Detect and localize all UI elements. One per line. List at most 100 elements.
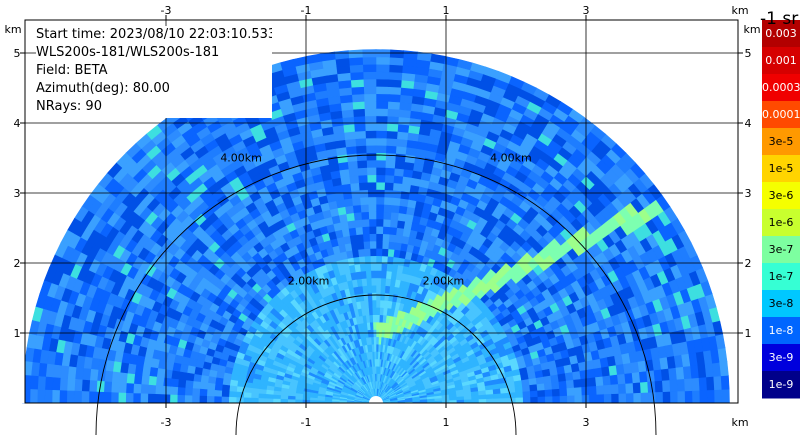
heat-cell — [364, 262, 372, 272]
nrays-text: NRays: 90 — [36, 99, 102, 114]
heat-cell — [348, 175, 360, 184]
heat-cell — [378, 314, 384, 323]
heat-cell — [58, 390, 68, 404]
colorbar-tick-label: 1e-6 — [768, 215, 794, 229]
heat-cell — [522, 390, 531, 398]
heat-cell — [140, 384, 149, 395]
x-tick-label-top: 1 — [443, 4, 450, 17]
heat-cell — [382, 211, 392, 220]
heat-cell — [625, 382, 634, 394]
colorbar-segment — [762, 344, 800, 372]
scan-info-box: Start time: 2023/08/10 22:03:10.533 WLS2… — [36, 26, 272, 118]
heat-cell — [73, 390, 82, 404]
heat-cell — [185, 372, 195, 382]
heat-cell — [387, 100, 401, 110]
heat-cell — [714, 389, 723, 404]
heat-cell — [366, 166, 377, 176]
heat-cell — [206, 382, 216, 391]
heat-cell — [559, 387, 568, 397]
colorbar-tick-label: 0.0001 — [762, 107, 800, 121]
heat-cell — [393, 167, 405, 177]
heat-cell — [346, 153, 358, 163]
y-tick-label-left: 2 — [14, 257, 21, 270]
heat-cell — [485, 393, 495, 400]
heat-cell — [350, 86, 365, 95]
heat-cell — [110, 392, 119, 404]
heat-cell — [384, 285, 391, 294]
heat-cell — [375, 314, 380, 323]
heat-cell — [640, 391, 649, 404]
colorbar-segment — [762, 155, 800, 183]
heat-cell — [192, 373, 202, 383]
colorbar-segment — [762, 128, 800, 156]
heat-cell — [395, 138, 408, 148]
heat-cell — [618, 392, 627, 404]
heat-cell — [155, 376, 165, 387]
heat-cell — [44, 376, 54, 391]
heat-cell — [386, 263, 393, 272]
heat-cell — [178, 371, 188, 381]
heat-cell — [250, 392, 259, 399]
heat-cell — [719, 361, 729, 377]
heat-cell — [176, 394, 186, 404]
heat-cell — [386, 108, 400, 118]
heat-cell — [596, 393, 605, 404]
heat-cell — [375, 174, 386, 183]
heat-cell — [118, 372, 128, 384]
heat-cell — [349, 182, 360, 192]
heat-cell — [375, 203, 385, 213]
field-text: Field: BETA — [36, 63, 108, 78]
heat-cell — [125, 392, 134, 404]
heat-cell — [214, 383, 223, 392]
heat-cell — [371, 299, 377, 308]
heat-cell — [162, 377, 172, 388]
heat-cell — [706, 376, 715, 391]
heat-cell — [139, 393, 149, 404]
heat-cell — [361, 226, 370, 235]
heat-cell — [384, 181, 394, 191]
heat-cell — [699, 389, 708, 404]
heat-cell — [559, 395, 568, 404]
heat-cell — [529, 383, 538, 392]
heat-cell — [684, 377, 693, 392]
heat-cell — [375, 233, 384, 242]
heat-cell — [397, 116, 411, 126]
heat-cell — [347, 49, 363, 59]
heat-cell — [375, 343, 379, 352]
heat-cell — [639, 381, 649, 393]
heat-cell — [581, 385, 590, 396]
heat-cell — [369, 255, 377, 264]
heat-cell — [243, 387, 253, 394]
colorbar — [762, 20, 800, 399]
heat-cell — [170, 378, 179, 388]
heat-cell — [486, 398, 495, 404]
heat-cell — [287, 399, 296, 404]
heat-cell — [348, 56, 364, 66]
heat-cell — [371, 292, 377, 301]
heat-cell — [500, 397, 509, 404]
heat-cell — [478, 398, 487, 404]
heat-cell — [74, 367, 84, 381]
heat-cell — [36, 389, 46, 404]
range-ring — [235, 294, 517, 435]
heat-cell — [625, 392, 635, 404]
heat-cell — [365, 270, 372, 279]
heat-cell — [364, 108, 377, 117]
heat-cell — [200, 375, 210, 384]
colorbar-segment — [762, 101, 800, 129]
colorbar-segment — [762, 182, 800, 210]
x-unit-label-top: km — [731, 4, 748, 17]
heat-cell — [154, 385, 164, 395]
heat-cell — [367, 203, 377, 213]
heat-cell — [362, 56, 377, 65]
heat-cell — [154, 393, 163, 404]
y-tick-label-right: 3 — [745, 187, 752, 200]
heat-cell — [353, 211, 362, 221]
heat-cell — [360, 203, 369, 213]
heat-cell — [369, 240, 377, 249]
heat-cell — [132, 383, 142, 395]
heat-cell — [375, 336, 379, 345]
heat-cell — [363, 93, 377, 102]
heat-cell — [371, 306, 377, 316]
heat-cell — [375, 321, 380, 330]
